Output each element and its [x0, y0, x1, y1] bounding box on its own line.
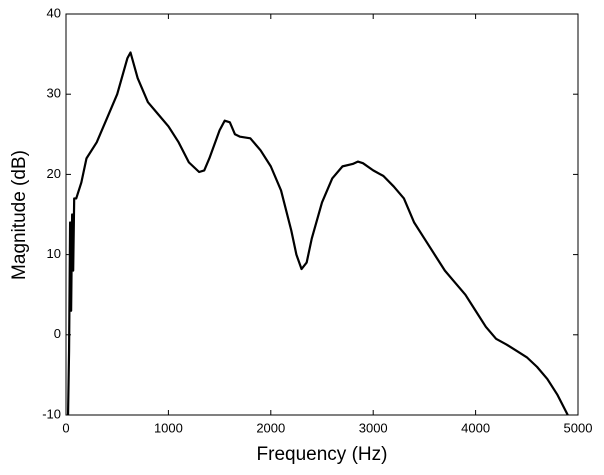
x-tick-label: 0 — [62, 420, 69, 435]
y-tick-label: 10 — [47, 246, 61, 261]
x-tick-label: 1000 — [154, 420, 183, 435]
y-tick-label: 0 — [54, 326, 61, 341]
line-series — [66, 51, 569, 416]
x-tick-label: 2000 — [256, 420, 285, 435]
y-tick-label: -10 — [42, 406, 61, 421]
x-axis-title: Frequency (Hz) — [257, 444, 388, 465]
y-tick-label: 20 — [47, 166, 61, 181]
x-tick-label: 4000 — [461, 420, 490, 435]
x-tick-label: 3000 — [359, 420, 388, 435]
plot-frame — [65, 13, 579, 416]
y-tick-label: 40 — [47, 5, 61, 20]
x-tick-label: 5000 — [564, 420, 593, 435]
y-tick-label: 30 — [47, 86, 61, 101]
y-axis-title: Magnitude (dB) — [9, 150, 30, 280]
